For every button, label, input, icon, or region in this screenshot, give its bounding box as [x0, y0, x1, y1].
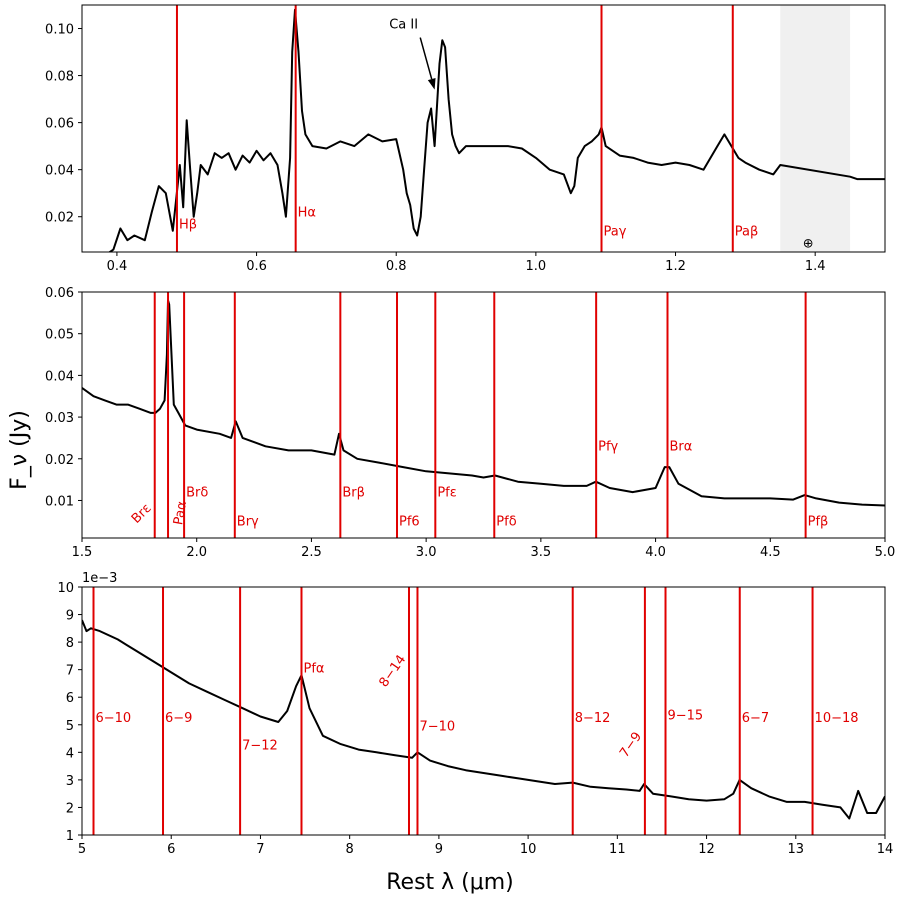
- emission-line-label: 6−9: [165, 711, 192, 726]
- emission-line-label: Brγ: [237, 514, 259, 529]
- x-tick-label: 11: [609, 842, 626, 857]
- x-axis-title: Rest λ (μm): [386, 870, 514, 895]
- emission-line-label: Pfγ: [598, 439, 618, 454]
- y-tick-label: 4: [66, 746, 74, 761]
- x-tick-label: 2.0: [186, 545, 207, 560]
- emission-line-label: Pfδ: [496, 514, 516, 529]
- y-tick-label: 0.06: [45, 117, 74, 132]
- emission-line-label: Brε: [129, 501, 155, 527]
- emission-line-label: Brβ: [342, 485, 365, 500]
- emission-line-label: 7−9: [617, 729, 645, 760]
- y-axis-title: F_ν (Jy): [7, 410, 32, 490]
- emission-line-label: 7−12: [242, 739, 278, 754]
- x-tick-label: 1.2: [665, 259, 686, 274]
- y-tick-label: 10: [57, 581, 74, 596]
- y-tick-label: 8: [66, 636, 74, 651]
- y-tick-label: 0.04: [45, 164, 74, 179]
- emission-line-label: Pfβ: [808, 514, 829, 529]
- x-tick-label: 14: [877, 842, 894, 857]
- x-tick-label: 5: [78, 842, 86, 857]
- emission-line-label: 10−18: [815, 711, 859, 726]
- axes-frame: [81, 586, 886, 836]
- emission-line-label: Paγ: [604, 225, 627, 240]
- x-tick-label: 12: [698, 842, 715, 857]
- axes-frame: [81, 291, 886, 539]
- y-tick-label: 3: [66, 774, 74, 789]
- y-tick-label: 0.10: [45, 23, 74, 38]
- ca-ii-arrow: [419, 37, 433, 80]
- x-tick-label: 4.5: [760, 545, 781, 560]
- x-tick-label: 5.0: [875, 545, 896, 560]
- spectrum-line: [108, 8, 885, 252]
- telluric-shaded-region: [780, 5, 851, 252]
- emission-line-label: Brδ: [186, 485, 208, 500]
- y-tick-label: 0.03: [45, 411, 74, 426]
- y-tick-label: 2: [66, 801, 74, 816]
- y-tick-label: 0.01: [45, 494, 74, 509]
- emission-line-label: Pf6: [399, 514, 420, 529]
- emission-line-label: Paβ: [735, 225, 759, 240]
- emission-line-label: 9−15: [668, 708, 704, 723]
- x-tick-label: 10: [520, 842, 537, 857]
- y-tick-label: 5: [66, 719, 74, 734]
- x-tick-label: 9: [435, 842, 443, 857]
- y-tick-label: 0.02: [45, 211, 74, 226]
- x-tick-label: 13: [788, 842, 805, 857]
- bottom-panel: 6−10 6−9 7−12 Pfα 8−14 7−10 8−12 7−9 9−15 6−7 10−1…: [57, 571, 893, 857]
- y-tick-label: 0.06: [45, 286, 74, 301]
- emission-line-label: Hα: [298, 206, 316, 221]
- y-offset-label: 1e−3: [82, 571, 117, 586]
- x-tick-label: 2.5: [301, 545, 322, 560]
- emission-line-label: Paα: [171, 500, 190, 526]
- emission-line-label: Pfα: [303, 661, 324, 676]
- x-tick-label: 3.0: [416, 545, 437, 560]
- x-tick-label: 0.8: [386, 259, 407, 274]
- emission-line-label: Pfε: [437, 485, 456, 500]
- telluric-symbol: ⊕: [803, 236, 814, 251]
- x-tick-label: 0.4: [107, 259, 128, 274]
- y-tick-label: 0.05: [45, 328, 74, 343]
- y-tick-label: 0.08: [45, 70, 74, 85]
- ca-ii-annotation: Ca II: [389, 18, 418, 33]
- y-tick-label: 0.02: [45, 453, 74, 468]
- y-tick-label: 1: [66, 829, 74, 844]
- emission-line-label: 6−10: [96, 711, 132, 726]
- axes-frame: [81, 4, 886, 253]
- x-tick-label: 0.6: [246, 259, 267, 274]
- x-tick-label: 1.0: [526, 259, 547, 274]
- x-tick-label: 1.5: [72, 545, 93, 560]
- x-tick-label: 4.0: [645, 545, 666, 560]
- y-tick-label: 6: [66, 691, 74, 706]
- y-tick-label: 9: [66, 609, 74, 624]
- y-tick-label: 7: [66, 664, 74, 679]
- x-tick-label: 3.5: [531, 545, 552, 560]
- spectrum-line: [82, 619, 885, 820]
- emission-line-label: 8−12: [575, 711, 611, 726]
- y-tick-label: 0.04: [45, 369, 74, 384]
- x-tick-label: 8: [346, 842, 354, 857]
- spectrum-line: [82, 299, 885, 507]
- emission-line-label: 7−10: [419, 719, 455, 734]
- x-tick-label: 6: [167, 842, 175, 857]
- emission-line-label: 8−14: [377, 652, 410, 690]
- x-tick-label: 7: [256, 842, 264, 857]
- ca-ii-arrow-head: [427, 78, 436, 90]
- top-panel: Hβ Hα Paγ Paβ ⊕ Ca II 0.4 0.6 0.8 1.0 1.2 1.4 0.02 0.…: [45, 4, 886, 274]
- emission-line-label: Brα: [670, 439, 693, 454]
- emission-line-label: Hβ: [179, 217, 197, 232]
- emission-line-label: 6−7: [742, 711, 769, 726]
- x-tick-label: 1.4: [805, 259, 826, 274]
